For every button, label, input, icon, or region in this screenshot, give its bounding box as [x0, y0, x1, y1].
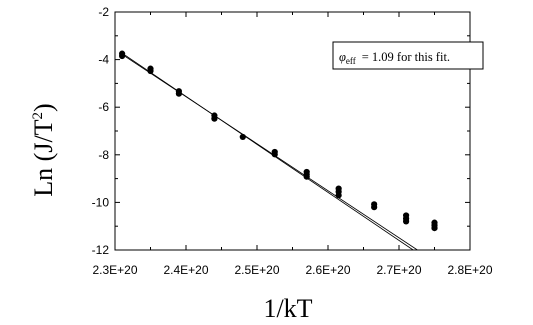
- annotation-box: φeff = 1.09 for this fit.: [332, 41, 484, 70]
- y-tick-label: -4: [98, 53, 109, 67]
- svg-text:φeff= 1.09 for this fit.: φeff = 1.09 for this fit.: [339, 50, 450, 66]
- y-tick-label: -12: [92, 243, 110, 257]
- data-point: [403, 218, 410, 225]
- data-point: [211, 115, 218, 122]
- y-tick-label: -2: [98, 5, 109, 19]
- y-axis: -2 -4 -6 -8 -10 -12: [92, 5, 470, 257]
- y-axis-title: Ln (J/T2): [29, 103, 58, 196]
- y-tick-label: -8: [98, 148, 109, 162]
- x-tick-label: 2.6E+20: [305, 263, 350, 277]
- x-tick-label: 2.4E+20: [163, 263, 208, 277]
- data-point: [119, 52, 126, 60]
- data-point: [335, 192, 342, 199]
- x-tick-label: 2.8E+20: [447, 263, 492, 277]
- data-point: [175, 90, 182, 97]
- fit-line: [121, 52, 414, 251]
- x-tick-label: 2.7E+20: [376, 263, 421, 277]
- svg-text:Ln (J/T2): Ln (J/T2): [29, 103, 58, 196]
- data-point: [371, 204, 378, 211]
- annotation-text: = 1.09 for this fit.: [362, 50, 450, 64]
- annotation-symbol: φ: [339, 50, 346, 64]
- data-point: [431, 225, 438, 232]
- fit-line: [121, 54, 418, 251]
- x-tick-label: 2.3E+20: [92, 263, 137, 277]
- y-tick-label: -10: [92, 195, 110, 209]
- x-axis: 2.3E+20 2.4E+20 2.5E+20 2.6E+20 2.7E+20 2.8E+…: [92, 12, 493, 277]
- data-point: [239, 133, 246, 141]
- fit-lines: [121, 52, 418, 251]
- data-point: [147, 67, 154, 75]
- x-tick-label: 2.5E+20: [234, 263, 279, 277]
- data-points: [119, 50, 438, 232]
- y-tick-label: -6: [98, 100, 109, 114]
- data-point: [271, 151, 278, 158]
- annotation-subscript: eff: [346, 56, 356, 66]
- x-axis-title: 1/kT: [263, 294, 312, 323]
- data-point: [303, 173, 310, 180]
